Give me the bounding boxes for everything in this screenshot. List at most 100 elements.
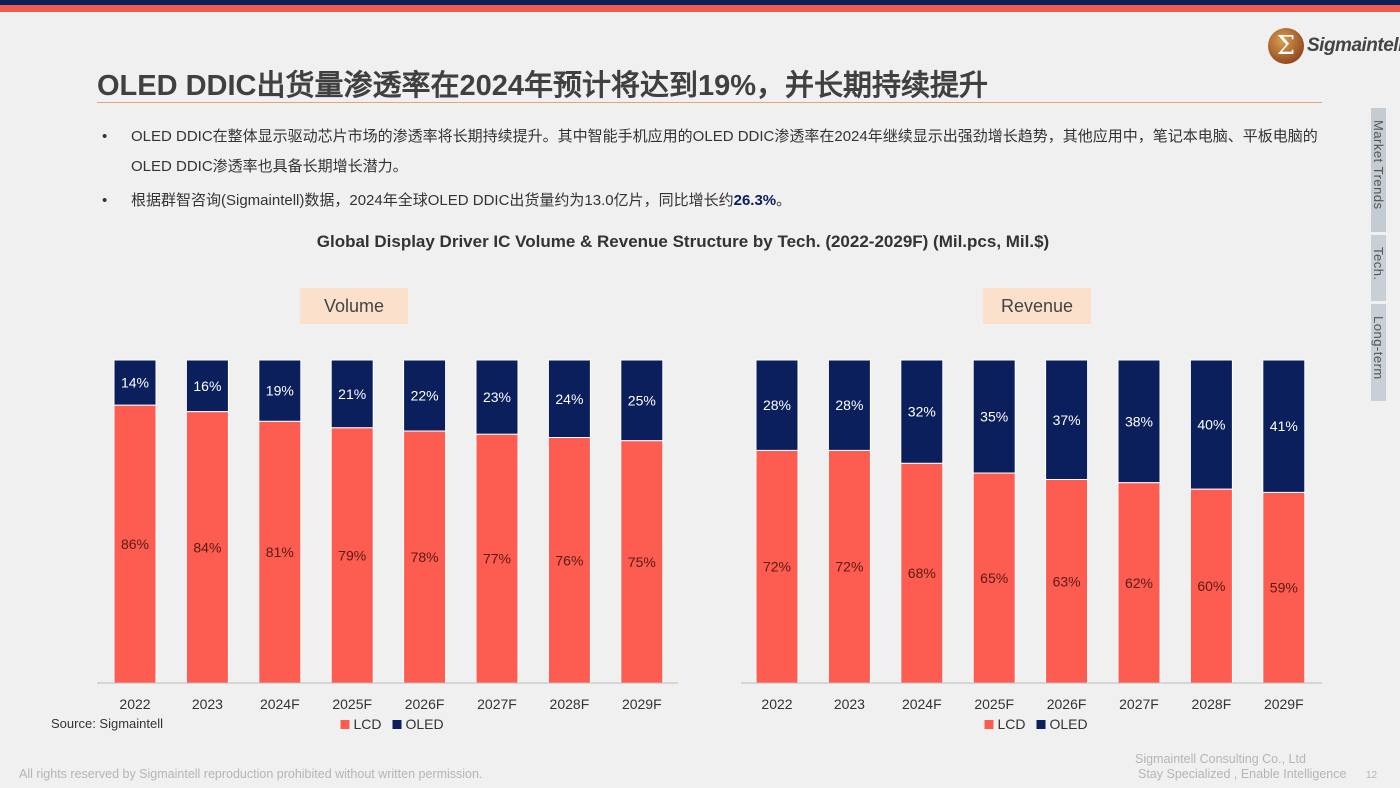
lcd-data-label: 62% xyxy=(1125,575,1153,591)
lcd-bar xyxy=(900,462,944,684)
sigma-logo-icon: Σ xyxy=(1268,28,1304,64)
oled-data-label: 22% xyxy=(411,388,439,404)
legend-lcd-swatch xyxy=(984,720,994,729)
x-tick-label: 2027F xyxy=(477,696,517,712)
x-tick-label: 2024F xyxy=(260,696,300,712)
legend-oled-label: OLED xyxy=(1050,716,1088,732)
x-tick-label: 2022 xyxy=(119,696,150,712)
oled-bar xyxy=(547,359,591,439)
x-tick-label: 2029F xyxy=(622,696,662,712)
tab-tech[interactable]: Tech. xyxy=(1371,235,1386,301)
page-number: 12 xyxy=(1366,770,1378,781)
lcd-bar xyxy=(330,427,374,684)
x-tick-label: 2027F xyxy=(1119,696,1159,712)
oled-bar xyxy=(900,359,944,464)
lcd-data-label: 84% xyxy=(193,539,221,555)
lcd-bar xyxy=(547,437,591,684)
oled-data-label: 21% xyxy=(338,386,366,402)
oled-bar xyxy=(403,359,447,432)
lcd-bar xyxy=(1189,488,1233,684)
lcd-bar xyxy=(185,411,229,684)
bullet-item: OLED DDIC在整体显示驱动芯片市场的渗透率将长期持续提升。其中智能手机应用… xyxy=(102,122,1328,182)
lcd-bar xyxy=(827,449,871,684)
lcd-data-label: 79% xyxy=(338,547,366,563)
oled-data-label: 25% xyxy=(628,392,656,408)
oled-bar xyxy=(185,359,229,413)
legend-oled-swatch xyxy=(1036,720,1046,729)
chart-title: Global Display Driver IC Volume & Revenu… xyxy=(316,232,1050,251)
lcd-data-label: 63% xyxy=(1053,573,1081,589)
logo-text: Sigmaintell xyxy=(1307,35,1400,56)
lcd-data-label: 77% xyxy=(483,551,511,567)
oled-bar xyxy=(755,359,799,451)
top-accent-bar xyxy=(0,0,1400,5)
oled-bar xyxy=(1189,359,1233,490)
oled-bar xyxy=(475,359,519,435)
lcd-bar xyxy=(1117,482,1161,684)
legend-oled-swatch xyxy=(392,720,402,729)
oled-data-label: 40% xyxy=(1197,417,1225,433)
bullet-list: OLED DDIC在整体显示驱动芯片市场的渗透率将长期持续提升。其中智能手机应用… xyxy=(102,122,1328,216)
volume-panel-label: Volume xyxy=(300,288,408,324)
tab-market-trends[interactable]: Market Trends xyxy=(1371,108,1386,232)
x-tick-label: 2024F xyxy=(902,696,942,712)
revenue-chart: 28% 72% 2022 28% 72% 2023 32% 68% 2024F 35% 65% 202… xyxy=(741,359,1322,732)
oled-data-label: 14% xyxy=(121,375,149,391)
oled-data-label: 23% xyxy=(483,389,511,405)
x-tick-label: 2028F xyxy=(1192,696,1232,712)
x-tick-label: 2025F xyxy=(332,696,372,712)
top-accent-bar-red xyxy=(0,5,1400,12)
x-tick-label: 2029F xyxy=(1264,696,1304,712)
oled-data-label: 28% xyxy=(763,397,791,413)
lcd-bar xyxy=(1045,479,1089,684)
footer-rights: All rights reserved by Sigmaintell repro… xyxy=(19,767,483,781)
oled-bar xyxy=(258,359,302,422)
oled-data-label: 19% xyxy=(266,383,294,399)
lcd-data-label: 68% xyxy=(908,565,936,581)
page-title: OLED DDIC出货量渗透率在2024年预计将达到19%，并长期持续提升 xyxy=(97,70,989,102)
lcd-data-label: 59% xyxy=(1270,580,1298,596)
legend-lcd-swatch xyxy=(340,720,350,729)
bullet-item: 根据群智咨询(Sigmaintell)数据，2024年全球OLED DDIC出货… xyxy=(102,186,1328,216)
x-tick-label: 2023 xyxy=(834,696,865,712)
footer-company: Sigmaintell Consulting Co., Ltd xyxy=(1135,752,1306,766)
footer-slogan: Stay Specialized , Enable Intelligence xyxy=(1138,767,1347,781)
oled-bar xyxy=(620,359,664,442)
lcd-bar xyxy=(258,420,302,684)
legend-lcd-label: LCD xyxy=(998,716,1026,732)
title-divider xyxy=(97,102,1322,103)
lcd-data-label: 78% xyxy=(411,549,439,565)
x-tick-label: 2023 xyxy=(192,696,223,712)
oled-data-label: 28% xyxy=(835,397,863,413)
bullet-text: 根据群智咨询(Sigmaintell)数据，2024年全球OLED DDIC出货… xyxy=(131,192,734,209)
lcd-data-label: 72% xyxy=(835,559,863,575)
tab-long-term[interactable]: Long-term xyxy=(1371,304,1386,401)
oled-data-label: 32% xyxy=(908,404,936,420)
oled-data-label: 41% xyxy=(1270,418,1298,434)
lcd-data-label: 76% xyxy=(555,552,583,568)
bullet-suffix: 。 xyxy=(776,192,792,209)
oled-data-label: 35% xyxy=(980,409,1008,425)
lcd-bar xyxy=(113,404,157,684)
side-tabs: Market Trends Tech. Long-term xyxy=(1371,108,1400,404)
revenue-panel-label: Revenue xyxy=(983,288,1091,324)
lcd-data-label: 72% xyxy=(763,559,791,575)
logo: Σ Sigmaintell xyxy=(1268,28,1400,64)
lcd-data-label: 86% xyxy=(121,536,149,552)
legend-lcd-label: LCD xyxy=(354,716,382,732)
oled-data-label: 37% xyxy=(1053,412,1081,428)
lcd-data-label: 65% xyxy=(980,570,1008,586)
x-tick-label: 2022 xyxy=(761,696,792,712)
growth-highlight: 26.3% xyxy=(733,192,777,209)
legend-oled-label: OLED xyxy=(406,716,444,732)
x-tick-label: 2028F xyxy=(550,696,590,712)
oled-bar xyxy=(1045,359,1089,481)
oled-data-label: 38% xyxy=(1125,413,1153,429)
lcd-data-label: 75% xyxy=(628,554,656,570)
x-tick-label: 2026F xyxy=(405,696,445,712)
lcd-bar xyxy=(475,433,519,684)
lcd-data-label: 81% xyxy=(266,544,294,560)
oled-bar xyxy=(330,359,374,429)
lcd-bar xyxy=(1262,491,1306,684)
